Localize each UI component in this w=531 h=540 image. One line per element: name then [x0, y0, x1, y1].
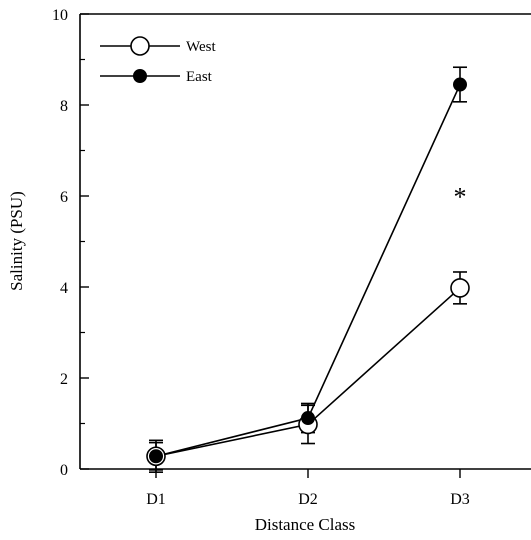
y-tick-label: 6 — [60, 189, 68, 206]
y-tick-label: 2 — [60, 371, 68, 388]
point-east — [149, 449, 163, 464]
point-west — [450, 278, 470, 298]
series-layer — [146, 66, 470, 473]
y-tick-label: 4 — [60, 280, 68, 297]
y-tick-label: 10 — [52, 7, 68, 24]
x-axis-title: Distance Class — [255, 515, 356, 534]
x-tick-label: D1 — [146, 491, 166, 508]
series-line-east — [155, 84, 461, 458]
point-east — [453, 77, 467, 92]
legend-marker-west — [130, 36, 150, 56]
legend-marker-east — [133, 69, 147, 83]
legend-label-east: East — [186, 69, 213, 85]
legend-label-west: West — [186, 39, 216, 55]
y-tick-label: 8 — [60, 98, 68, 115]
y-ticks: 0 2 4 6 8 10 — [52, 7, 89, 479]
x-tick-label: D3 — [450, 491, 470, 508]
y-axis-title: Salinity (PSU) — [7, 191, 26, 291]
y-tick-label: 0 — [60, 462, 68, 479]
legend: West East — [100, 36, 216, 85]
annotation-layer: * — [454, 182, 467, 211]
significance-asterisk: * — [454, 182, 467, 211]
x-tick-label: D2 — [298, 491, 318, 508]
x-ticks: D1 D2 D3 — [146, 469, 470, 508]
point-east — [301, 411, 315, 426]
